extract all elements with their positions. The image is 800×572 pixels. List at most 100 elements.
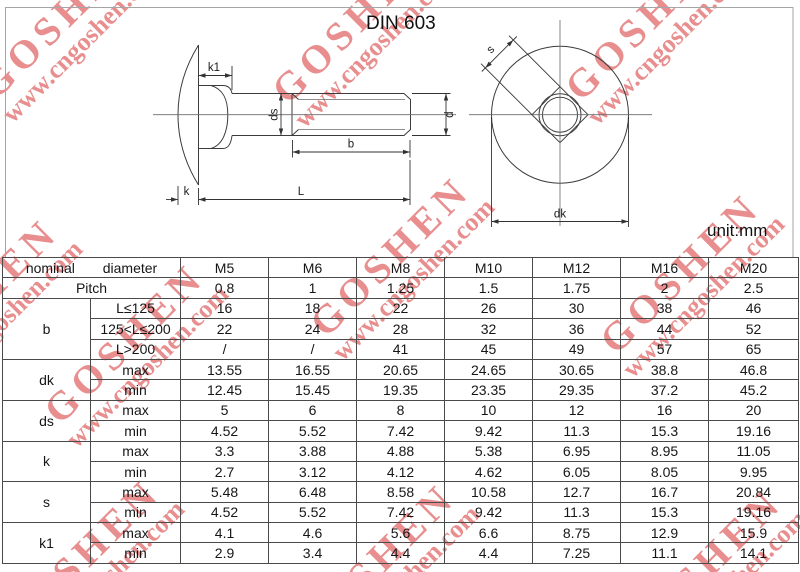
table-cell: 8.75: [532, 522, 622, 544]
table-cell: 2.7: [180, 460, 270, 483]
page-frame: [5, 7, 794, 257]
table-cell: 15.9: [708, 522, 800, 544]
table-row: s max 5.48 6.48 8.58 10.58 12.7 16.7 20.84: [2, 481, 800, 524]
table-cell: 1.25: [356, 277, 446, 299]
table-cell: 3.88: [268, 440, 358, 462]
spec-table-body: nominal diameter M5 M6 M8 M10 M12 M16 M20 Pitch 0…: [1, 256, 800, 564]
technical-drawing: k1 ds d b L: [5, 7, 794, 257]
dim-label-L: L: [298, 186, 305, 198]
table-cell: 24.65: [444, 358, 534, 381]
table-cell: 20.65: [356, 358, 446, 381]
table-cell: 4.62: [444, 460, 534, 483]
dim-label-d: d: [444, 111, 456, 117]
table-cell: 5.48: [180, 481, 270, 503]
table-cell: 37.2: [620, 379, 710, 401]
table-row: k1 max 4.1 4.6 5.6 6.6 8.75 12.9 15.9: [2, 522, 800, 564]
dim-label-ds: ds: [269, 108, 281, 120]
table-cell: 7.42: [356, 420, 446, 442]
row-label-k: k: [2, 440, 91, 483]
table-row: Pitch 0.8 1 1.25 1.5 1.75 2 2.5: [1, 277, 800, 299]
table-cell: 19.16: [708, 501, 800, 524]
table-cell: 3.12: [268, 460, 358, 483]
table-cell: 41: [356, 338, 446, 360]
row-label-dk: dk: [2, 358, 91, 401]
row-sublabel: L≤125: [89, 297, 182, 320]
table-cell: /: [268, 338, 358, 360]
table-cell: 28: [356, 318, 446, 340]
table-cell: 7.42: [356, 501, 446, 524]
table-cell: 10: [444, 399, 534, 422]
row-sublabel: min: [89, 501, 182, 524]
table-cell: 22: [356, 297, 446, 320]
table-cell: 52: [708, 318, 800, 340]
table-cell: 8.95: [620, 440, 710, 462]
table-cell: 16: [180, 297, 270, 320]
table-cell: 45: [444, 338, 534, 360]
table-cell: 6.6: [444, 522, 534, 544]
table-cell: 7.25: [532, 542, 622, 564]
header-M12: M12: [532, 256, 622, 279]
bolt-top-view: [469, 20, 652, 226]
table-cell: 46.8: [708, 358, 800, 381]
header-M16: M16: [620, 256, 710, 279]
table-cell: 23.35: [444, 379, 534, 401]
table-cell: 38: [620, 297, 710, 320]
table-cell: 36: [532, 318, 622, 340]
dim-label-s: s: [485, 43, 498, 56]
table-cell: 1.75: [532, 277, 622, 299]
table-cell: 19.35: [356, 379, 446, 401]
table-cell: 13.55: [180, 358, 270, 381]
side-view-dimensions: k1 ds d b L: [166, 62, 456, 205]
table-cell: 4.4: [356, 542, 446, 564]
table-cell: 2.5: [708, 277, 800, 299]
table-cell: 6.05: [532, 460, 622, 483]
table-cell: 4.88: [356, 440, 446, 462]
table-cell: 4.4: [444, 542, 534, 564]
table-cell: 11.3: [532, 501, 622, 524]
table-cell: 8.05: [620, 460, 710, 483]
table-cell: 9.42: [444, 501, 534, 524]
dim-label-k1: k1: [208, 62, 220, 74]
table-row: dk max 13.55 16.55 20.65 24.65 30.65 38.8 46.8: [2, 358, 800, 401]
table-row: nominal diameter M5 M6 M8 M10 M12 M16 M20: [1, 256, 800, 279]
table-row: 125<L≤200 22 24 28 32 36 44 52: [3, 318, 800, 340]
row-sublabel: max: [89, 399, 182, 422]
table-cell: 5.52: [268, 420, 358, 442]
table-cell: 5: [180, 399, 270, 422]
table-cell: 16.7: [620, 481, 710, 503]
table-cell: 12.9: [620, 522, 710, 544]
row-label-ds: ds: [2, 399, 91, 442]
table-cell: 12.7: [532, 481, 622, 503]
table-row: ds max 5 6 8 10 12 16 20: [2, 399, 800, 442]
header-M6: M6: [268, 256, 358, 279]
header-nominal-diameter: nominal diameter: [1, 256, 182, 279]
header-M8: M8: [356, 256, 446, 279]
row-sublabel: min: [89, 460, 182, 483]
row-label-k1: k1: [2, 522, 91, 564]
table-cell: 32: [444, 318, 534, 340]
table-cell: 30: [532, 297, 622, 320]
row-label-s: s: [2, 481, 91, 524]
table-cell: 14.1: [708, 542, 800, 564]
spec-table: nominal diameter M5 M6 M8 M10 M12 M16 M20 Pitch 0…: [1, 256, 800, 564]
row-sublabel: max: [89, 522, 182, 544]
table-cell: 11.05: [708, 440, 800, 462]
top-view-dimensions: s dk: [480, 35, 629, 227]
table-cell: 1.5: [444, 277, 534, 299]
table-cell: 44: [620, 318, 710, 340]
table-cell: 2: [620, 277, 710, 299]
table-cell: 38.8: [620, 358, 710, 381]
table-cell: 6: [268, 399, 358, 422]
dim-label-dk: dk: [554, 209, 566, 221]
row-sublabel: max: [89, 481, 182, 503]
row-sublabel: min: [89, 542, 182, 564]
table-cell: 12.45: [180, 379, 270, 401]
row-sublabel: min: [89, 420, 182, 442]
table-cell: 8.58: [356, 481, 446, 503]
table-row: min 2.9 3.4 4.4 4.4 7.25 11.1 14.1: [3, 542, 800, 564]
table-cell: 18: [268, 297, 358, 320]
row-sublabel: max: [89, 440, 182, 462]
table-row: min 2.7 3.12 4.12 4.62 6.05 8.05 9.95: [3, 460, 800, 483]
row-sublabel: min: [89, 379, 182, 401]
